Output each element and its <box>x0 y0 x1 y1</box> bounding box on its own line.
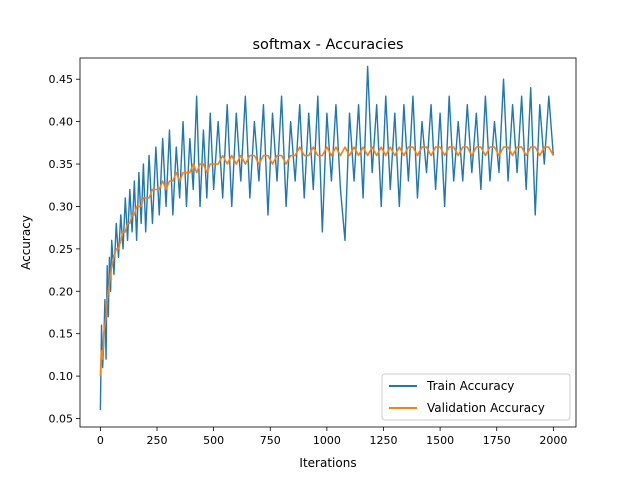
y-axis-label: Accuracy <box>19 215 33 270</box>
x-tick-label: 250 <box>147 434 168 447</box>
legend-label-train: Train Accuracy <box>426 379 514 393</box>
legend-label-validation: Validation Accuracy <box>427 401 545 415</box>
plot-area <box>99 65 555 411</box>
series-line-validation-accuracy <box>99 146 555 377</box>
x-tick-label: 1500 <box>426 434 454 447</box>
legend-box <box>381 373 571 421</box>
x-tick-label: 1250 <box>369 434 397 447</box>
x-axis-label: Iterations <box>299 456 356 470</box>
x-tick-label: 500 <box>203 434 224 447</box>
x-tick-label: 1000 <box>313 434 341 447</box>
series-lines <box>99 65 555 411</box>
y-tick-label: 0.10 <box>49 370 74 383</box>
legend: Train Accuracy Validation Accuracy <box>381 373 571 421</box>
plot-frame <box>79 57 577 428</box>
x-tick-label: 0 <box>97 434 104 447</box>
y-tick-label: 0.40 <box>49 116 74 129</box>
y-tick-label: 0.35 <box>49 158 74 171</box>
y-tick-label: 0.15 <box>49 328 74 341</box>
x-tick-label: 750 <box>260 434 281 447</box>
x-axis-ticks: 0 250 500 750 1000 1250 1500 1750 2000 <box>97 427 567 447</box>
series-line-train-accuracy <box>99 65 555 411</box>
x-tick-label: 1750 <box>483 434 511 447</box>
y-tick-label: 0.20 <box>49 285 74 298</box>
chart-title: softmax - Accuracies <box>252 37 403 53</box>
y-tick-label: 0.25 <box>49 243 74 256</box>
y-tick-label: 0.45 <box>49 73 74 86</box>
y-tick-label: 0.30 <box>49 200 74 213</box>
x-tick-label: 2000 <box>539 434 567 447</box>
y-axis-ticks: 0.05 0.10 0.15 0.20 0.25 0.30 0.35 0.40 0.45 <box>49 73 80 426</box>
y-tick-label: 0.05 <box>49 413 74 426</box>
